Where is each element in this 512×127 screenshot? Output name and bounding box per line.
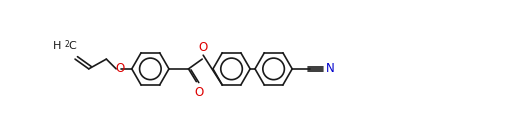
Text: C: C [68,41,76,51]
Text: O: O [199,41,208,54]
Text: H: H [53,41,61,51]
Text: O: O [195,85,204,99]
Text: 2: 2 [65,40,70,49]
Text: O: O [115,62,124,75]
Text: N: N [326,62,334,75]
